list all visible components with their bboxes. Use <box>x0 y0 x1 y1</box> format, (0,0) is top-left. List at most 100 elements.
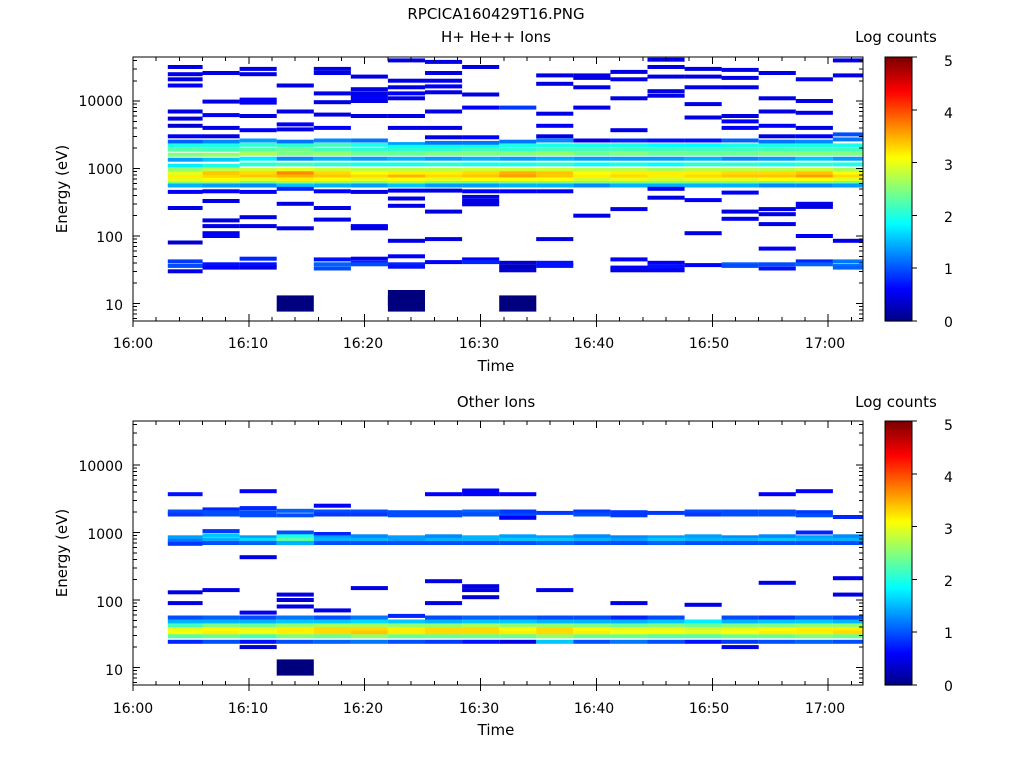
y-tick-label: 10000 <box>78 94 123 110</box>
heatmap-cell <box>239 215 277 220</box>
heatmap-cell <box>387 151 425 156</box>
colorbar-segment <box>885 675 912 678</box>
heatmap-cell <box>167 143 203 148</box>
heatmap-cell <box>758 580 796 585</box>
heatmap-cell <box>387 510 425 515</box>
colorbar-segment <box>885 269 912 272</box>
heatmap-cell <box>499 639 537 644</box>
heatmap-cell <box>239 189 277 194</box>
heatmap-cell <box>313 503 351 508</box>
heatmap-cell <box>721 627 759 632</box>
heatmap-cell <box>239 114 277 118</box>
heatmap-cell <box>202 139 240 144</box>
heatmap-cell <box>167 183 203 188</box>
heatmap-cell <box>610 510 648 515</box>
heatmap-cell <box>758 123 796 128</box>
heatmap-cell <box>536 237 574 242</box>
heatmap-cell <box>313 266 351 271</box>
heatmap-cell <box>832 515 863 519</box>
heatmap-cell <box>425 71 463 75</box>
colorbar-segment <box>885 121 912 124</box>
heatmap-cell <box>684 168 722 172</box>
heatmap-cell <box>684 623 722 628</box>
heatmap-cell <box>832 534 863 539</box>
heatmap-cell <box>350 615 388 620</box>
heatmap-cell <box>313 630 351 635</box>
colorbar-segment <box>885 247 912 250</box>
heatmap-cell <box>202 183 240 188</box>
colorbar-segment <box>885 293 912 296</box>
heatmap-cell <box>795 77 833 82</box>
heatmap-cell <box>202 639 240 644</box>
colorbar-segment <box>885 83 912 86</box>
heatmap-cell <box>536 81 574 86</box>
heatmap-cell <box>758 143 796 148</box>
y-tick: 10 <box>105 298 123 314</box>
heatmap-cell <box>167 123 203 128</box>
colorbar-segment <box>885 653 912 656</box>
colorbar-segment <box>885 141 912 144</box>
heatmap-cell <box>610 615 648 620</box>
heatmap-cell <box>276 598 314 602</box>
heatmap-cell <box>610 513 648 518</box>
colorbar-segment <box>885 593 912 596</box>
y-tick: 1000 <box>87 527 123 543</box>
heatmap-cell <box>573 537 611 542</box>
heatmap-cell <box>276 177 314 182</box>
heatmap-cell <box>647 264 685 269</box>
heatmap-cell <box>758 512 796 517</box>
heatmap-cell <box>425 168 463 172</box>
colorbar-segment <box>885 87 912 90</box>
heatmap-cell <box>202 630 240 635</box>
heatmap-cell <box>350 114 388 118</box>
heatmap-cell <box>499 105 537 110</box>
heatmap-cell <box>462 135 500 140</box>
heatmap-cell <box>462 144 500 149</box>
heatmap-cell <box>276 295 314 312</box>
colorbar-segment <box>885 131 912 134</box>
heatmap-cell <box>276 537 314 542</box>
heatmap-cell <box>758 168 796 172</box>
colorbar-segment <box>885 635 912 638</box>
heatmap-cell <box>462 541 500 545</box>
heatmap-cell <box>832 615 863 620</box>
colorbar-segment <box>885 649 912 652</box>
heatmap-cell <box>350 541 388 545</box>
heatmap-cell <box>313 181 351 185</box>
heatmap-cell <box>387 630 425 635</box>
heatmap-cell <box>313 535 351 540</box>
colorbar-tick-label: 1 <box>944 626 953 642</box>
heatmap-cell <box>536 537 574 542</box>
colorbar-segment <box>885 77 912 80</box>
heatmap-cell <box>499 513 537 518</box>
heatmap-cell <box>721 177 759 182</box>
colorbar-segment <box>885 159 912 162</box>
heatmap-cell <box>832 576 863 581</box>
heatmap-cell <box>167 168 203 172</box>
heatmap-cell <box>387 177 425 182</box>
colorbar-segment <box>885 167 912 170</box>
heatmap-cell <box>276 151 314 156</box>
heatmap-cell <box>350 147 388 152</box>
heatmap-cell <box>313 100 351 105</box>
colorbar-segment <box>885 455 912 458</box>
heatmap-cell <box>202 157 240 162</box>
heatmap-cell <box>462 105 500 110</box>
heatmap-cell <box>462 183 500 188</box>
colorbar-segment <box>885 199 912 202</box>
colorbar-segment <box>885 181 912 184</box>
heatmap-cell <box>462 147 500 152</box>
heatmap-cell <box>239 162 277 167</box>
heatmap-cell <box>832 619 863 624</box>
colorbar-segment <box>885 607 912 610</box>
colorbar-segment <box>885 617 912 620</box>
heatmap-cell <box>167 206 203 210</box>
heatmap-cell <box>202 588 240 593</box>
heatmap-cell <box>239 619 277 624</box>
heatmap-cell <box>721 623 759 628</box>
heatmap-cell <box>536 156 574 161</box>
colorbar-segment <box>885 511 912 514</box>
heatmap-cell <box>721 85 759 90</box>
heatmap-cell <box>202 224 240 229</box>
heatmap-cell <box>758 96 796 101</box>
